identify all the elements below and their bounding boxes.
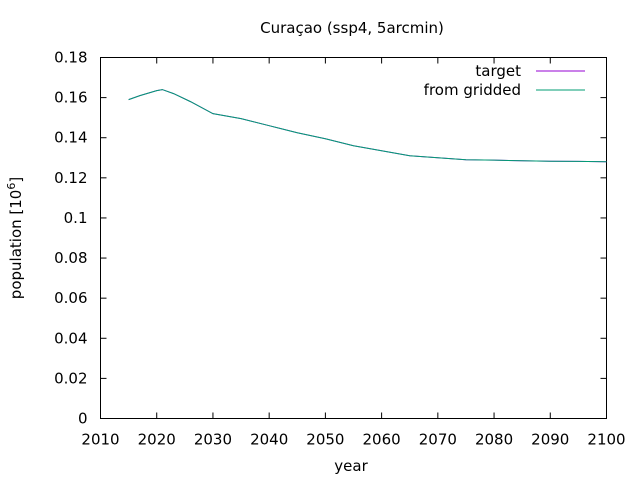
y-tick-label: 0.06: [54, 289, 87, 307]
y-axis-label: population [106]: [5, 177, 25, 299]
x-tick-label: 2050: [306, 431, 344, 449]
series-line-from-gridded: [128, 89, 607, 163]
chart-title: Curaçao (ssp4, 5arcmin): [260, 19, 444, 37]
y-tick-label: 0.12: [54, 169, 87, 187]
y-tick-label: 0.02: [54, 369, 87, 387]
y-tick-label: 0.16: [54, 89, 87, 107]
legend-label-from-gridded: from gridded: [424, 81, 521, 99]
legend: target from gridded: [424, 62, 585, 99]
x-axis-label: year: [334, 457, 368, 475]
x-tick-label: 2100: [587, 431, 625, 449]
series-lines: [128, 89, 607, 163]
x-tick-label: 2070: [419, 431, 457, 449]
x-tick-label: 2040: [250, 431, 288, 449]
y-axis: 0 0.02 0.04 0.06 0.08 0.1 0.12 0.14 0.16 0.18: [54, 49, 607, 428]
x-tick-label: 2080: [475, 431, 513, 449]
y-tick-label: 0.04: [54, 329, 87, 347]
y-axis-label-exponent: 6: [5, 183, 18, 190]
legend-label-target: target: [475, 62, 521, 80]
y-tick-label: 0.08: [54, 249, 87, 267]
y-tick-label: 0: [78, 410, 88, 428]
x-axis: 2010 2020 2030 2040 2050 2060 2070 2080 2090 2100: [81, 57, 626, 449]
plot-frame: [100, 57, 607, 419]
x-tick-label: 2030: [194, 431, 232, 449]
y-axis-label-main: population [10: [7, 190, 25, 300]
y-axis-label-close: ]: [7, 177, 25, 183]
x-tick-label: 2010: [81, 431, 119, 449]
series-line-target: [128, 89, 607, 163]
y-tick-label: 0.14: [54, 129, 87, 147]
y-tick-label: 0.18: [54, 49, 87, 67]
y-tick-label: 0.1: [64, 209, 88, 227]
x-tick-label: 2020: [138, 431, 176, 449]
x-tick-label: 2090: [531, 431, 569, 449]
x-tick-label: 2060: [363, 431, 401, 449]
